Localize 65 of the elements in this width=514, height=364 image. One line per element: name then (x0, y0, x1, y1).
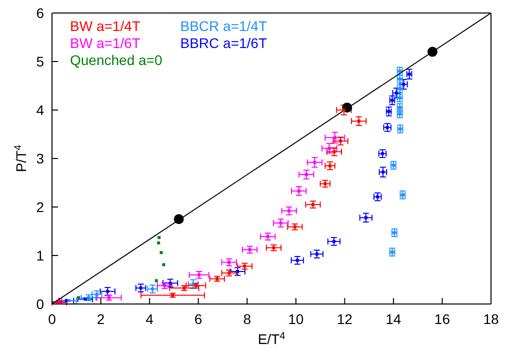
point (342, 108, 346, 112)
point (236, 270, 240, 274)
x-tick-label: 2 (96, 310, 105, 327)
point (266, 235, 270, 238)
y-tick-label: 3 (36, 150, 44, 166)
point (168, 282, 172, 285)
point (333, 136, 336, 140)
point (288, 209, 291, 212)
point (357, 120, 360, 123)
point (279, 222, 282, 225)
point (106, 290, 110, 293)
text: Quenched a=0 (70, 52, 162, 69)
point (313, 160, 316, 164)
point (381, 170, 384, 174)
point (139, 286, 142, 290)
text: BBRC a=1/6T (180, 35, 268, 52)
point (228, 260, 231, 264)
y-tick-label: 6 (36, 4, 44, 21)
point (364, 216, 368, 220)
x-tick-label: 4 (146, 310, 154, 327)
text: BW a=1/4T (70, 18, 142, 35)
text: BBCR a=1/4T (180, 18, 268, 35)
x-tick-label: 16 (434, 310, 450, 327)
point (297, 189, 300, 192)
x-tick-label: 12 (336, 310, 353, 327)
point (311, 203, 314, 206)
point (150, 287, 154, 290)
x-tick-label: 18 (483, 310, 499, 327)
y-tick-label: 5 (36, 53, 44, 70)
point (68, 299, 71, 302)
point (324, 182, 327, 186)
y-tick-label: 4 (36, 102, 44, 118)
y-tick-label: 0 (36, 296, 44, 312)
text: BW a=1/6T (70, 35, 142, 52)
point (376, 195, 380, 198)
point (162, 263, 166, 266)
point (248, 248, 252, 252)
point (154, 279, 158, 282)
point (380, 152, 384, 156)
point (160, 251, 163, 254)
point (84, 298, 87, 301)
point (339, 140, 342, 143)
point (315, 252, 318, 256)
x-axis-title: E/T$^{4}$ (258, 330, 286, 347)
y-tick-label: 1 (36, 247, 44, 264)
x-tick-label: 0 (48, 310, 56, 327)
point (296, 258, 299, 262)
x-tick-label: 14 (386, 310, 402, 327)
x-tick-label: 10 (288, 310, 304, 327)
x-tick-label: 6 (194, 310, 202, 327)
point (386, 126, 389, 129)
point (328, 164, 332, 168)
point (198, 273, 201, 276)
point (402, 82, 406, 86)
point (157, 241, 160, 244)
point (394, 92, 398, 95)
point (332, 150, 336, 154)
y-tick-label: 2 (36, 198, 44, 215)
point (192, 282, 195, 286)
point (158, 236, 161, 240)
x-tick-label: 8 (243, 310, 252, 327)
point (332, 240, 336, 243)
point (328, 146, 331, 150)
point (95, 292, 98, 296)
point (304, 173, 308, 176)
